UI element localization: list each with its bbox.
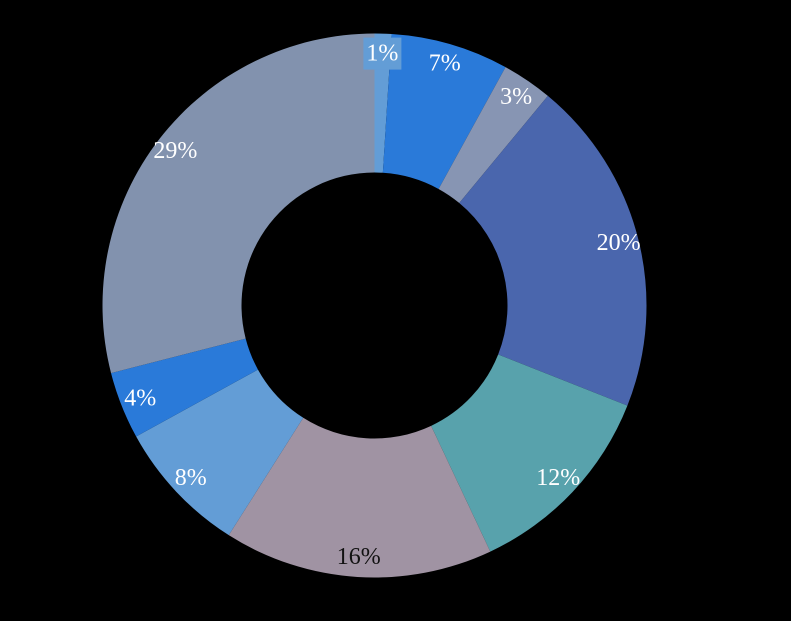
donut-slice-4pct [111, 338, 258, 437]
slice-label-20pct: 20% [597, 230, 641, 256]
slice-label-29pct: 29% [153, 138, 197, 164]
donut-slice-3pct [438, 67, 548, 204]
donut-slice-16pct [228, 417, 491, 578]
slice-label-7pct: 7% [429, 51, 461, 77]
slice-label-background-1pct [363, 37, 402, 70]
donut-slice-29pct [102, 33, 375, 374]
slice-label-16pct: 16% [337, 544, 381, 570]
donut-slice-7pct [382, 34, 506, 189]
donut-slice-20pct [459, 95, 647, 406]
slice-label-1pct: 1% [366, 41, 398, 67]
slice-label-8pct: 8% [175, 465, 207, 491]
donut-slice-8pct [136, 369, 304, 536]
slice-label-3pct: 3% [500, 84, 532, 110]
slice-label-4pct: 4% [124, 385, 156, 411]
slice-label-12pct: 12% [536, 465, 580, 491]
donut-slice-12pct [431, 354, 628, 552]
